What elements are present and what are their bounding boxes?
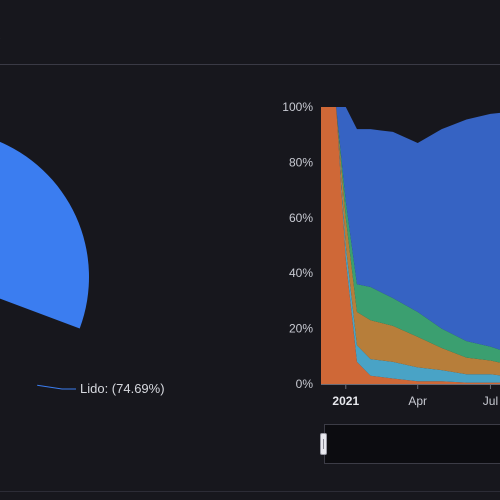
x-tick-label: Jul: [483, 394, 498, 408]
x-tick-label: Apr: [408, 394, 427, 408]
y-tick-label: 80%: [289, 155, 313, 169]
pie-label-leader: [37, 384, 76, 390]
scroller-left-handle[interactable]: [320, 433, 327, 455]
y-tick-label: 100%: [282, 100, 313, 114]
y-tick-label: 40%: [289, 266, 313, 280]
chevron-right-icon[interactable]: ›: [0, 30, 4, 44]
pie-label-lido: Lido: (74.69%): [80, 381, 165, 396]
y-tick-label: 20%: [289, 322, 313, 336]
footer-divider: [0, 491, 500, 492]
scroller-track[interactable]: [324, 424, 500, 464]
x-tick-label: 2021: [332, 394, 359, 408]
area-series-1[interactable]: [321, 107, 500, 384]
area-series-4[interactable]: [321, 107, 500, 369]
range-scroller[interactable]: [320, 424, 500, 464]
y-tick-label: 60%: [289, 211, 313, 225]
area-series-5[interactable]: [321, 107, 500, 360]
y-tick-label: 0%: [296, 377, 314, 391]
header-divider: [0, 64, 500, 65]
pie-slice-lido[interactable]: [0, 130, 89, 414]
